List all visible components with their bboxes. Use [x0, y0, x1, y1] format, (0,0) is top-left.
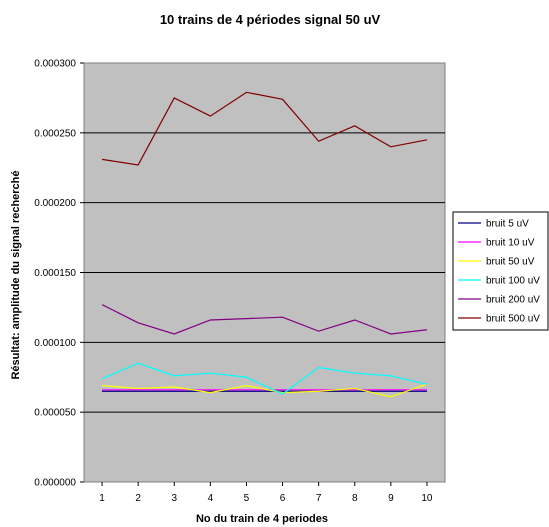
legend-label: bruit 500 uV: [486, 314, 540, 325]
x-tick-label: 3: [171, 493, 177, 504]
legend-label: bruit 50 uV: [486, 257, 535, 268]
legend-box: [452, 211, 549, 331]
legend-label: bruit 5 uV: [486, 219, 529, 230]
y-axis-label: Résultat: amplitude du signal recherché: [10, 170, 22, 379]
series-line-bruit-50-uv: [102, 383, 428, 398]
series-line-bruit-100-uv: [101, 362, 428, 395]
series-line-bruit-500-uv: [101, 91, 428, 166]
legend-label: bruit 200 uV: [486, 295, 540, 306]
y-tick-label: 0.000250: [34, 128, 76, 139]
x-axis-ticks: 1 2 3 4 5 6 7 8 9 10: [99, 482, 433, 504]
y-tick-label: 0.000150: [34, 268, 76, 279]
gridlines: [84, 132, 445, 413]
x-tick-label: 10: [421, 493, 433, 504]
series-lines: [101, 91, 428, 398]
y-tick-label: 0.000300: [34, 59, 76, 70]
x-tick-label: 1: [99, 493, 105, 504]
x-tick-label: 8: [352, 493, 358, 504]
y-axis-ticks: 0.000000 0.000050 0.000100 0.000150 0.000200…: [34, 59, 84, 489]
x-tick-label: 7: [316, 493, 322, 504]
legend-label: bruit 10 uV: [486, 238, 535, 249]
y-tick-label: 0.000050: [34, 408, 76, 419]
y-tick-label: 0.000000: [34, 478, 76, 489]
x-tick-label: 6: [280, 493, 286, 504]
legend: bruit 5 uV bruit 10 uV bruit 50 uV bruit 10…: [452, 211, 549, 331]
chart-title: 10 trains de 4 périodes signal 50 uV: [160, 12, 381, 27]
x-tick-label: 2: [135, 493, 141, 504]
x-tick-label: 5: [244, 493, 250, 504]
x-tick-label: 4: [208, 493, 214, 504]
y-tick-label: 0.000100: [34, 338, 76, 349]
x-axis-label: No du train de 4 periodes: [196, 513, 328, 525]
y-tick-label: 0.000200: [34, 198, 76, 209]
legend-label: bruit 100 uV: [486, 276, 540, 287]
series-line-bruit-200-uv: [101, 304, 428, 335]
x-tick-label: 9: [388, 493, 394, 504]
